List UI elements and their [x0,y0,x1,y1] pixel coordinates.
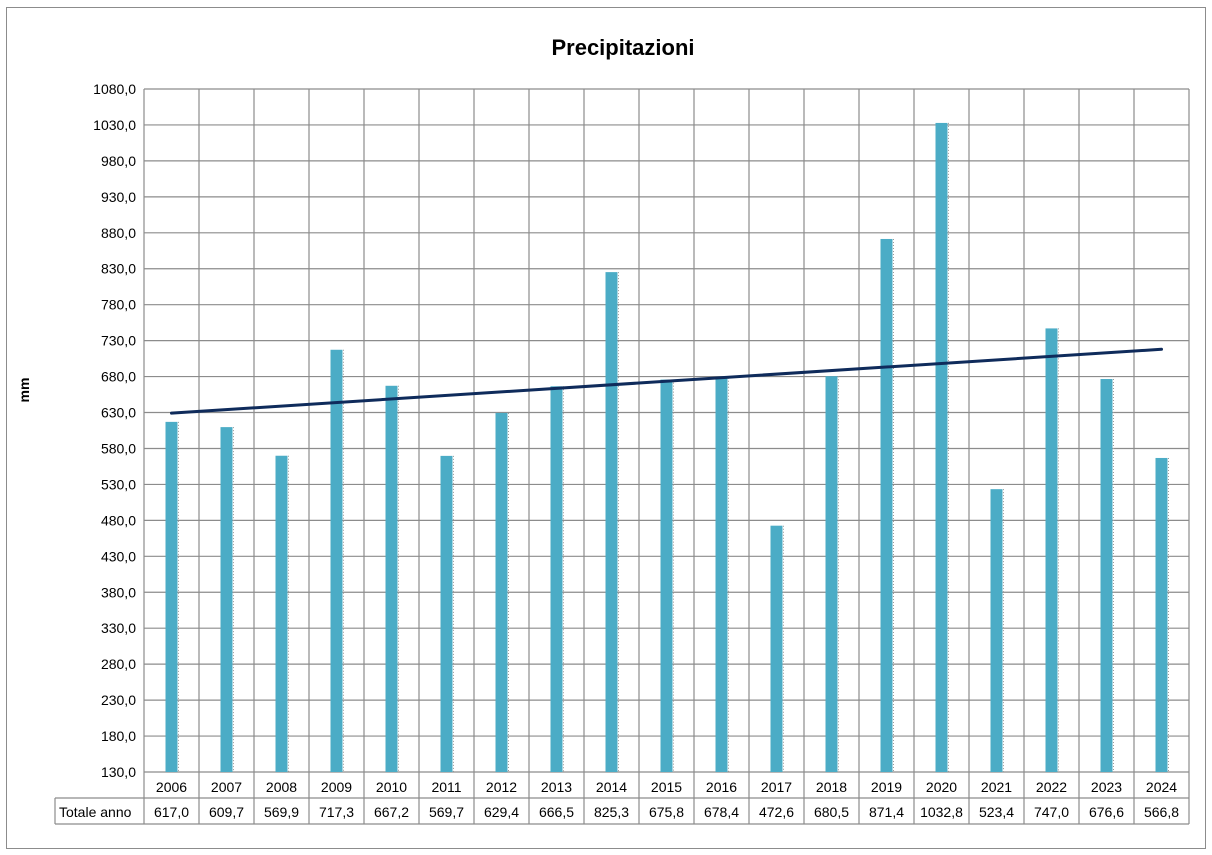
y-tick-label: 380,0 [101,584,136,600]
category-label: 2016 [706,779,737,795]
y-tick-label: 1030,0 [93,117,136,133]
category-label: 2011 [431,779,461,795]
category-label: 2012 [486,779,517,795]
category-label: 2014 [596,779,627,795]
category-label: 2009 [321,779,352,795]
category-label: 2022 [1036,779,1067,795]
value-cell: 667,2 [374,804,409,820]
value-cell: 617,0 [154,804,189,820]
y-tick-label: 180,0 [101,728,136,744]
value-cell: 825,3 [594,804,629,820]
y-tick-label: 130,0 [101,764,136,780]
value-cell: 566,8 [1144,804,1179,820]
y-tick-label: 330,0 [101,620,136,636]
y-tick-label: 930,0 [101,189,136,205]
chart-frame: Precipitazioni mm 1080,0 1030,0 980,0 930,0… [6,7,1206,849]
bar-2009 [330,349,343,772]
chart-svg: Precipitazioni mm 1080,0 1030,0 980,0 930,0… [16,35,1190,825]
value-cell: 747,0 [1034,804,1069,820]
bar-2012 [495,412,508,772]
category-label: 2023 [1091,779,1122,795]
value-cell: 871,4 [869,804,904,820]
y-tick-label: 680,0 [101,369,136,385]
y-tick-label: 480,0 [101,512,136,528]
y-tick-label: 880,0 [101,225,136,241]
category-label: 2006 [156,779,187,795]
y-tick-label: 1080,0 [93,81,136,97]
bars-layer [165,122,1169,773]
category-label: 2007 [211,779,242,795]
y-tick-label: 530,0 [101,476,136,492]
y-tick-label: 580,0 [101,440,136,456]
bar-2014 [605,272,618,772]
y-tick-label: 730,0 [101,333,136,349]
bar-2006 [165,421,178,772]
category-label: 2017 [761,779,792,795]
y-tick-labels: 1080,0 1030,0 980,0 930,0 880,0 830,0 780,0 730… [93,81,136,780]
value-cell: 675,8 [649,804,684,820]
value-cell: 666,5 [539,804,574,820]
value-cell: 472,6 [759,804,794,820]
bar-2011 [440,455,453,772]
category-label: 2010 [376,779,407,795]
bar-2010 [385,385,398,772]
bar-2013 [550,386,563,772]
category-label: 2024 [1146,779,1177,795]
y-tick-label: 230,0 [101,692,136,708]
bar-2017 [770,525,783,772]
bar-2024 [1155,457,1168,772]
y-tick-label: 630,0 [101,405,136,421]
category-label: 2015 [651,779,682,795]
bar-2020 [935,122,948,772]
y-tick-label: 780,0 [101,297,136,313]
bar-2007 [220,427,233,772]
bar-2022 [1045,328,1058,772]
trendline [170,347,1163,415]
category-label: 2013 [541,779,572,795]
category-label: 2020 [926,779,957,795]
y-tick-label: 980,0 [101,153,136,169]
y-axis-label: mm [16,378,32,403]
bar-2018 [825,376,838,772]
value-cell: 717,3 [319,804,354,820]
bar-2021 [990,489,1003,772]
value-cell: 523,4 [979,804,1014,820]
bar-2015 [660,379,673,772]
category-label: 2018 [816,779,847,795]
value-cell: 676,6 [1089,804,1124,820]
bar-2019 [880,238,893,773]
category-label: 2021 [981,779,1012,795]
value-cell: 629,4 [484,804,519,820]
bar-2008 [275,455,288,772]
bar-2016 [715,377,728,772]
table-series-label: Totale anno [59,804,132,820]
data-table: Totale anno 2006 617,0 2007 609,7 2008 569,9 20… [54,779,1189,825]
y-tick-label: 430,0 [101,548,136,564]
category-label: 2019 [871,779,902,795]
category-label: 2008 [266,779,297,795]
value-cell: 680,5 [814,804,849,820]
value-cell: 678,4 [704,804,739,820]
value-cell: 569,9 [264,804,299,820]
y-tick-label: 830,0 [101,261,136,277]
value-cell: 569,7 [429,804,464,820]
bar-2023 [1100,379,1113,772]
trend-layer [170,347,1163,415]
value-cell: 1032,8 [920,804,963,820]
value-cell: 609,7 [209,804,244,820]
chart-title: Precipitazioni [551,35,694,60]
y-tick-label: 280,0 [101,656,136,672]
